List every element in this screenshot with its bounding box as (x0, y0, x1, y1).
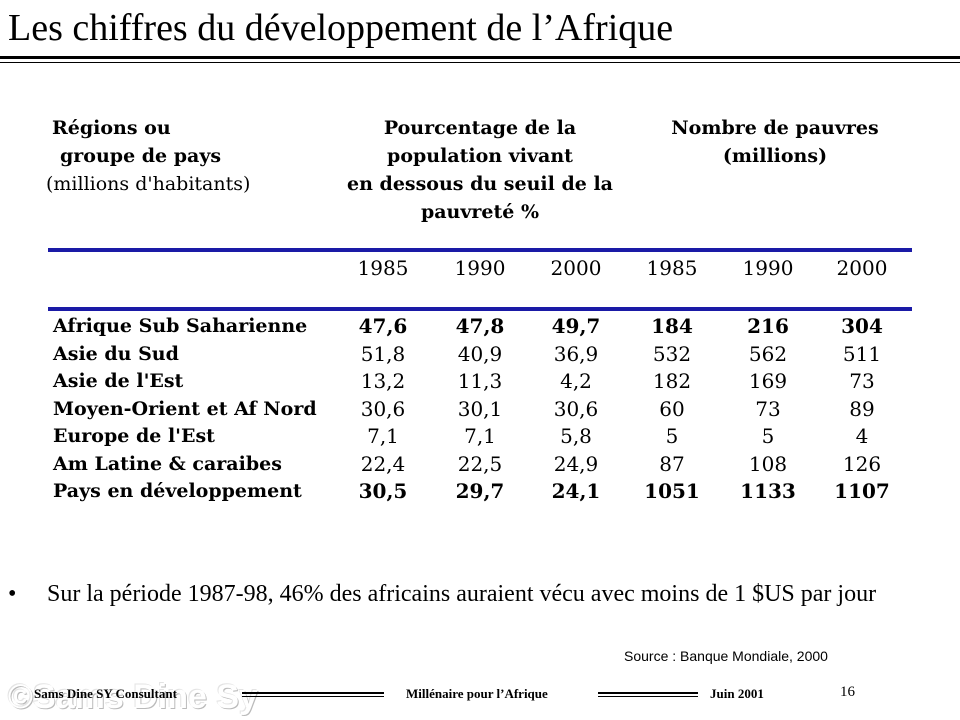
table-cell: 5 (761, 424, 775, 448)
header-poor-line-1: Nombre de pauvres (671, 117, 879, 139)
table-cell: 511 (842, 342, 882, 366)
header-region-line-3: (millions d'habitants) (46, 173, 251, 195)
table-cell: 169 (748, 369, 788, 393)
row-label: Am Latine & caraibes (53, 453, 282, 475)
table-cell: 73 (755, 397, 781, 421)
year-pct-1985: 1985 (357, 256, 409, 280)
table-cell: 182 (652, 369, 692, 393)
year-pct-2000: 2000 (550, 256, 602, 280)
footer-title: Millénaire pour l’Afrique (406, 686, 548, 701)
table-cell: 108 (748, 452, 788, 476)
table-cell: 47,8 (455, 314, 505, 338)
row-label: Moyen-Orient et Af Nord (53, 398, 317, 420)
table-cell: 30,5 (358, 479, 408, 503)
year-poor-1985: 1985 (646, 256, 698, 280)
header-region: Régions ou groupe de pays (millions d'ha… (46, 114, 250, 198)
header-pct-line-4: pauvreté % (420, 201, 540, 223)
header-pct-line-3: en dessous du seuil de la (347, 173, 613, 195)
table-cell: 13,2 (360, 369, 406, 393)
table-cell: 126 (842, 452, 882, 476)
table-rule-top (48, 248, 912, 252)
title-underline (0, 56, 960, 63)
header-region-line-1: Régions ou (52, 117, 171, 139)
table-cell: 24,1 (551, 479, 601, 503)
table-cell: 5,8 (560, 424, 592, 448)
table-cell: 1133 (740, 479, 796, 503)
row-label: Pays en développement (53, 480, 302, 502)
header-poor-line-2: (millions) (722, 145, 828, 167)
source-note: Source : Banque Mondiale, 2000 (624, 648, 828, 664)
table-cell: 89 (849, 397, 875, 421)
bullet-text: Sur la période 1987-98, 46% des africain… (47, 581, 877, 607)
table-cell: 5 (665, 424, 679, 448)
header-percentage: Pourcentage de la population vivant en d… (345, 114, 615, 226)
table-cell: 73 (849, 369, 875, 393)
table-cell: 49,7 (551, 314, 601, 338)
table-cell: 22,5 (457, 452, 503, 476)
table-cell: 87 (659, 452, 685, 476)
page-number: 16 (840, 684, 855, 700)
table-cell: 30,6 (360, 397, 406, 421)
copyright-watermark: ©Sams Dine Sy (8, 678, 258, 716)
table-cell: 7,1 (367, 424, 399, 448)
table-cell: 29,7 (455, 479, 505, 503)
table-cell: 1051 (644, 479, 700, 503)
table-cell: 36,9 (553, 342, 599, 366)
bullet-marker: • (8, 581, 17, 607)
table-cell: 30,1 (457, 397, 503, 421)
year-pct-1990: 1990 (454, 256, 506, 280)
table-cell: 47,6 (358, 314, 408, 338)
row-label: Europe de l'Est (53, 425, 215, 447)
slide-title: Les chiffres du développement de l’Afriq… (8, 7, 674, 49)
table-cell: 60 (659, 397, 685, 421)
header-pct-line-1: Pourcentage de la (383, 117, 577, 139)
table-cell: 40,9 (457, 342, 503, 366)
table-cell: 51,8 (360, 342, 406, 366)
row-label: Asie de l'Est (53, 370, 184, 392)
table-cell: 4 (855, 424, 869, 448)
table-cell: 216 (747, 314, 789, 338)
table-cell: 304 (841, 314, 883, 338)
footer-date: Juin 2001 (710, 686, 764, 701)
table-cell: 24,9 (553, 452, 599, 476)
table-cell: 7,1 (464, 424, 496, 448)
table-cell: 4,2 (560, 369, 592, 393)
table-cell: 184 (651, 314, 693, 338)
footer-author: Sams Dine SY Consultant (34, 686, 177, 701)
table-cell: 1107 (834, 479, 890, 503)
table-cell: 30,6 (553, 397, 599, 421)
table-cell: 532 (652, 342, 692, 366)
row-label: Asie du Sud (53, 343, 179, 365)
year-poor-2000: 2000 (836, 256, 888, 280)
footer-divider-right (598, 692, 698, 697)
table-cell: 22,4 (360, 452, 406, 476)
footer-divider-left (242, 692, 384, 697)
year-poor-1990: 1990 (742, 256, 794, 280)
header-poor-count: Nombre de pauvres (millions) (640, 114, 910, 170)
table-rule-bottom (48, 307, 912, 311)
table-cell: 11,3 (457, 369, 503, 393)
header-pct-line-2: population vivant (387, 145, 573, 167)
header-region-line-2: groupe de pays (60, 145, 222, 167)
table-cell: 562 (748, 342, 788, 366)
row-label: Afrique Sub Saharienne (53, 315, 308, 337)
